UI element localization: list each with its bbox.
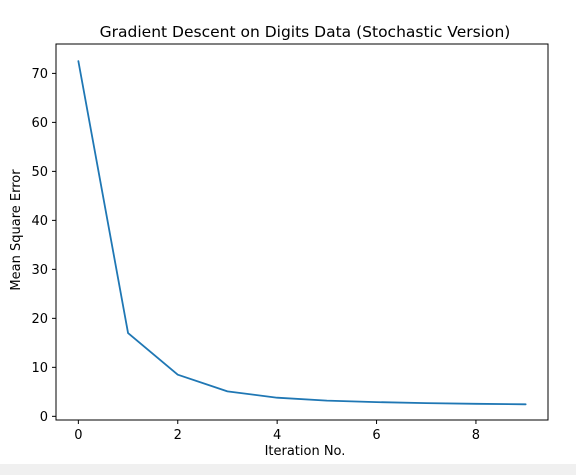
plot-frame: [55, 43, 549, 421]
chart-title: Gradient Descent on Digits Data (Stochas…: [100, 23, 511, 41]
x-tick-label: 2: [174, 428, 182, 443]
y-tick-label: 50: [31, 165, 48, 180]
figure: 0 2 4 6 8 0 10 20 30 40 50 60 70 Gradient Descent on…: [0, 0, 576, 464]
y-axis-label: Mean Square Error: [9, 169, 24, 291]
y-tick-label: 30: [31, 263, 48, 278]
y-tick-label: 60: [31, 116, 48, 131]
x-tick-label: 0: [74, 428, 82, 443]
x-axis-label: Iteration No.: [265, 444, 346, 459]
x-tick-label: 6: [372, 428, 380, 443]
y-tick-label: 0: [40, 410, 48, 425]
x-tick-label: 8: [472, 428, 480, 443]
y-tick-label: 70: [31, 67, 48, 82]
x-tick-label: 4: [273, 428, 281, 443]
chart: 0 2 4 6 8 0 10 20 30 40 50 60 70 Gradient Descent on…: [9, 23, 549, 459]
y-tick-label: 10: [31, 361, 48, 376]
series-line: [77, 60, 527, 406]
y-tick-label: 20: [31, 312, 48, 327]
plot-background: [56, 44, 548, 420]
y-tick-label: 40: [31, 214, 48, 229]
